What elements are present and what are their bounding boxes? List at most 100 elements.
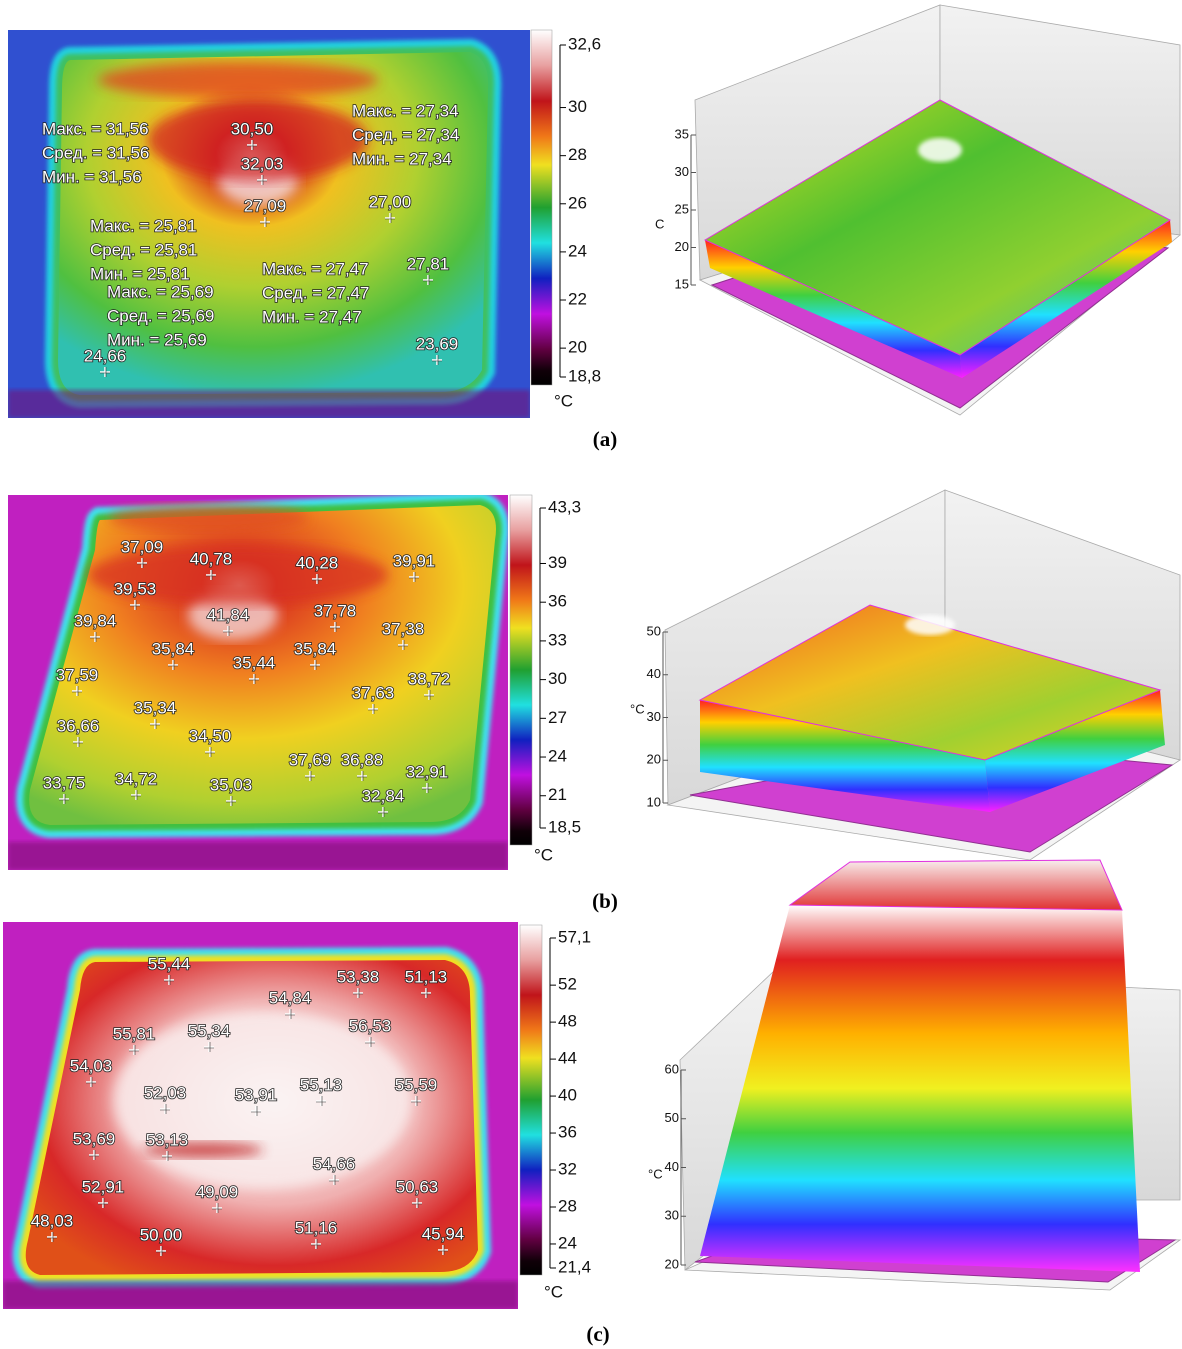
z-tick-label: 15 bbox=[675, 276, 689, 291]
point-label: 32,84 bbox=[362, 786, 405, 805]
z-tick-label: 20 bbox=[675, 239, 689, 254]
colorbar-tick-label: 32 bbox=[558, 1160, 577, 1179]
point-label: 34,72 bbox=[115, 769, 158, 788]
point-label: 55,59 bbox=[395, 1075, 438, 1094]
point-label: 24,66 bbox=[84, 346, 127, 365]
colorbar-tick-label: 39 bbox=[548, 553, 567, 572]
point-label: 39,53 bbox=[114, 579, 157, 598]
thermal-bottom bbox=[8, 842, 508, 870]
colorbar-tick-label: 20 bbox=[568, 338, 587, 357]
colorbar-tick-label: 26 bbox=[568, 193, 587, 212]
point-label: 35,84 bbox=[294, 639, 337, 658]
point-label: 51,13 bbox=[405, 967, 448, 986]
colorbar-tick-label: 18,5 bbox=[548, 817, 581, 836]
surface-peak bbox=[905, 615, 955, 635]
annotation-line: Мин. = 25,81 bbox=[90, 264, 190, 283]
point-label: 55,44 bbox=[148, 954, 191, 973]
point-label: 35,84 bbox=[152, 639, 195, 658]
point-label: 34,50 bbox=[189, 726, 232, 745]
colorbar-tick-label: 24 bbox=[548, 747, 567, 766]
colorbar-tick-label: 30 bbox=[548, 669, 567, 688]
point-label: 35,03 bbox=[210, 775, 253, 794]
point-label: 27,81 bbox=[407, 254, 450, 273]
point-label: 30,50 bbox=[231, 119, 274, 138]
point-label: 32,91 bbox=[406, 762, 449, 781]
z-tick-label: 25 bbox=[675, 201, 689, 216]
z-tick-label: 30 bbox=[675, 164, 689, 179]
colorbar-tick-label: 28 bbox=[558, 1196, 577, 1215]
point-label: 51,16 bbox=[295, 1218, 338, 1237]
annotation-line: Мин. = 27,34 bbox=[352, 149, 452, 168]
z-axis-label: °C bbox=[648, 1166, 663, 1181]
thermal-bottom bbox=[3, 1281, 518, 1309]
annotation-line: Макс. = 27,47 bbox=[262, 259, 369, 278]
surface-top bbox=[790, 860, 1122, 910]
point-label: 54,84 bbox=[269, 988, 312, 1007]
colorbar-tick-label: 30 bbox=[568, 97, 587, 116]
surface-peak bbox=[918, 138, 962, 162]
point-label: 55,13 bbox=[300, 1075, 343, 1094]
colorbar bbox=[510, 495, 532, 845]
annotation-line: Мин. = 27,47 bbox=[262, 307, 362, 326]
point-label: 50,00 bbox=[140, 1225, 183, 1244]
point-label: 54,03 bbox=[70, 1056, 113, 1075]
hot-spot bbox=[108, 504, 308, 532]
colorbar-tick-label: 24 bbox=[558, 1233, 577, 1252]
point-label: 36,66 bbox=[57, 716, 100, 735]
z-tick-label: 30 bbox=[647, 709, 661, 724]
annotation-line: Макс. = 25,81 bbox=[90, 216, 197, 235]
thermal-bottom bbox=[8, 390, 530, 418]
z-tick-label: 20 bbox=[665, 1256, 679, 1271]
point-label: 54,66 bbox=[313, 1154, 356, 1173]
caption: (a) bbox=[593, 427, 618, 451]
colorbar-tick-label: 44 bbox=[558, 1049, 577, 1068]
colorbar-tick-label: 22 bbox=[568, 289, 587, 308]
z-tick-label: 40 bbox=[665, 1159, 679, 1174]
colorbar-tick-label: 36 bbox=[548, 592, 567, 611]
point-label: 35,34 bbox=[134, 698, 177, 717]
point-label: 27,00 bbox=[369, 192, 412, 211]
colorbar-tick-label: 24 bbox=[568, 241, 587, 260]
colorbar-tick-label: 36 bbox=[558, 1123, 577, 1142]
z-axis-label: °C bbox=[630, 701, 645, 716]
annotation-line: Сред. = 25,81 bbox=[90, 240, 197, 259]
point-label: 37,69 bbox=[289, 750, 332, 769]
point-label: 36,88 bbox=[341, 750, 384, 769]
annotation-line: Мин. = 31,56 bbox=[42, 167, 142, 186]
z-tick-label: 60 bbox=[665, 1061, 679, 1076]
surface-side bbox=[700, 905, 1140, 1272]
colorbar-tick-label: 52 bbox=[558, 975, 577, 994]
colorbar-tick-label: 18,8 bbox=[568, 366, 601, 385]
point-label: 37,63 bbox=[352, 683, 395, 702]
point-label: 23,69 bbox=[416, 334, 459, 353]
colorbar-unit: °C bbox=[534, 845, 553, 864]
colorbar-tick-label: 57,1 bbox=[558, 927, 591, 946]
colorbar-tick-label: 21,4 bbox=[558, 1257, 591, 1276]
point-label: 35,44 bbox=[233, 653, 276, 672]
annotation-line: Сред. = 31,56 bbox=[42, 143, 149, 162]
point-label: 38,72 bbox=[408, 669, 451, 688]
panel: 37,0940,7840,2839,9139,5341,8437,7839,84… bbox=[8, 490, 1180, 913]
point-label: 53,38 bbox=[337, 967, 380, 986]
annotation-line: Сред. = 27,47 bbox=[262, 283, 369, 302]
colorbar-tick-label: 27 bbox=[548, 708, 567, 727]
z-axis-label: C bbox=[655, 216, 664, 231]
z-tick-label: 35 bbox=[675, 126, 689, 141]
z-tick-label: 50 bbox=[665, 1110, 679, 1125]
point-label: 37,59 bbox=[56, 665, 99, 684]
point-label: 27,09 bbox=[244, 196, 287, 215]
colorbar-unit: °C bbox=[554, 391, 573, 410]
point-label: 53,69 bbox=[73, 1129, 116, 1148]
point-label: 40,28 bbox=[296, 553, 339, 572]
point-label: 37,38 bbox=[382, 619, 425, 638]
body: Макс. = 31,56Сред. = 31,56Мин. = 31,56Ма… bbox=[0, 0, 1182, 1349]
colorbar bbox=[520, 925, 542, 1275]
annotation-line: Сред. = 25,69 bbox=[107, 306, 214, 325]
z-tick-label: 20 bbox=[647, 752, 661, 767]
annotation-line: Сред. = 27,34 bbox=[352, 125, 459, 144]
point-label: 49,09 bbox=[196, 1182, 239, 1201]
point-label: 32,03 bbox=[241, 154, 284, 173]
colorbar-tick-label: 43,3 bbox=[548, 497, 581, 516]
z-tick-label: 40 bbox=[647, 666, 661, 681]
caption: (b) bbox=[592, 889, 618, 913]
